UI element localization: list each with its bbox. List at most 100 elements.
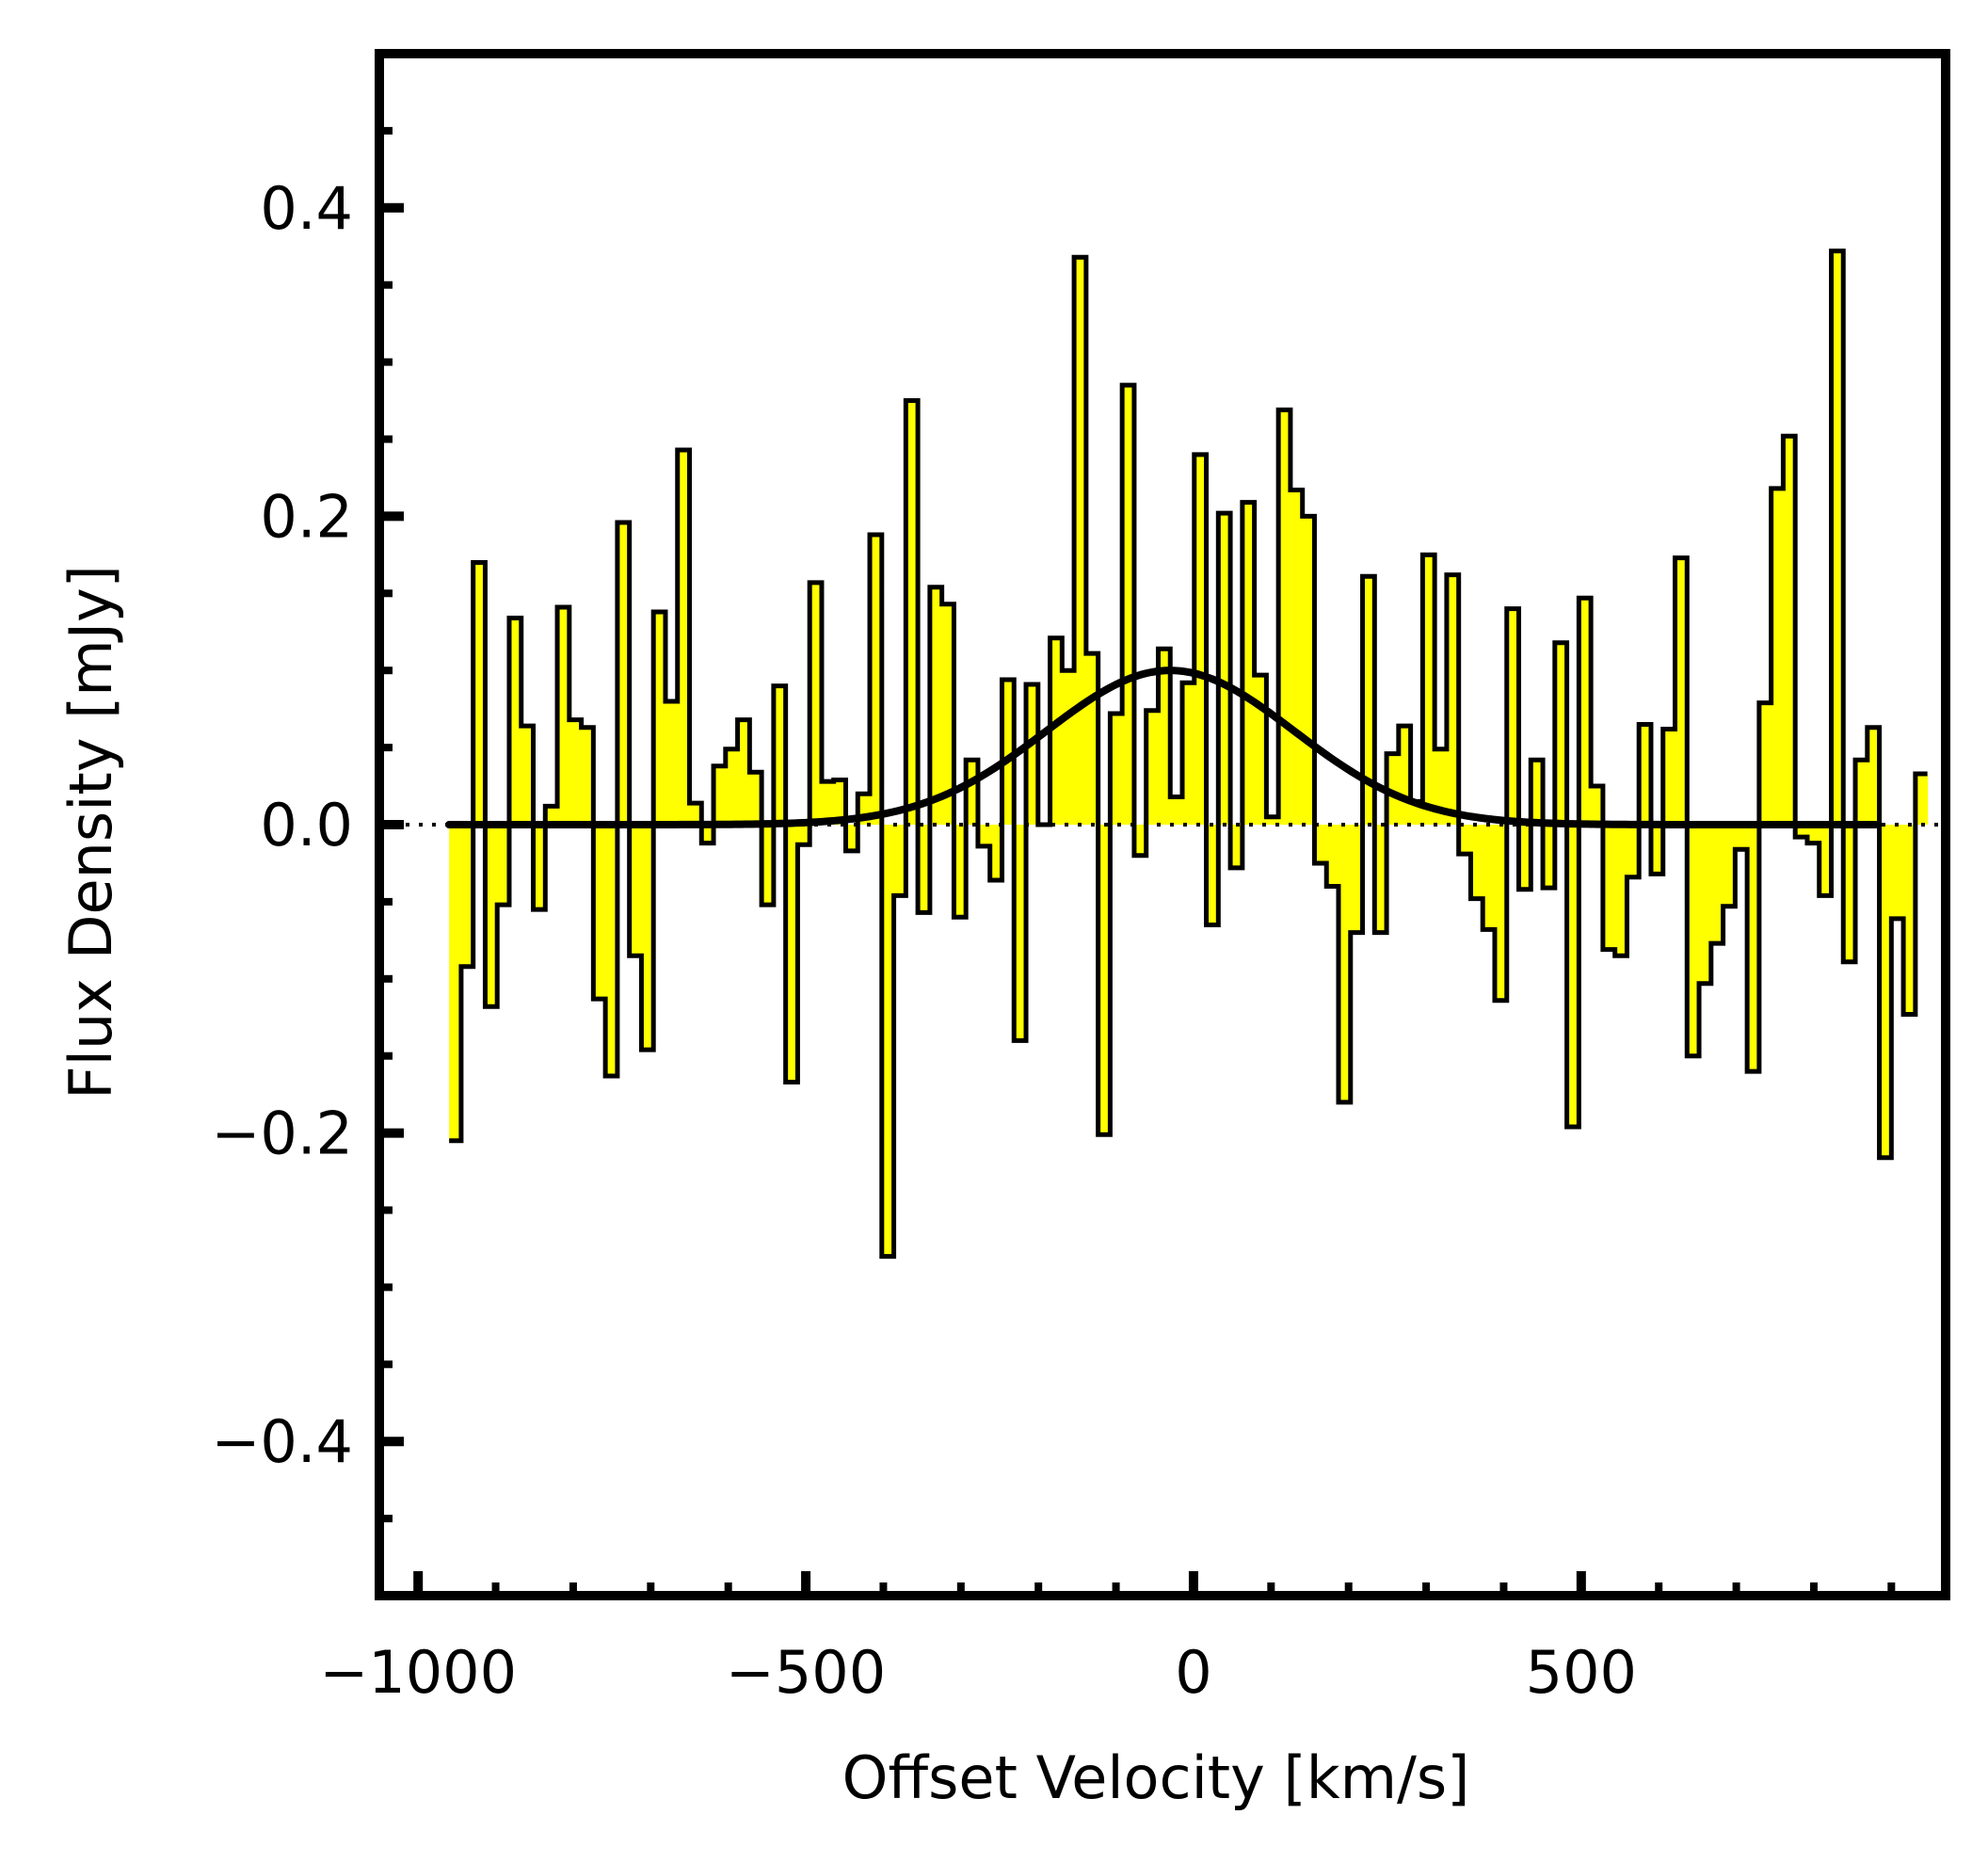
flux-bar [1074,257,1087,826]
flux-bar [833,779,847,825]
flux-bar [821,781,835,825]
flux-bar [870,535,883,825]
flux-bar [1122,385,1135,825]
flux-bar [497,825,510,906]
flux-bar [641,825,654,1051]
flux-bar [1627,825,1640,877]
flux-bar [1446,574,1460,825]
flux-bar [810,582,823,825]
gaussian-fit-layer [445,667,1880,828]
flux-bar [1062,670,1075,825]
flux-bar [906,400,919,825]
flux-bar [1662,729,1676,825]
flux-bar [701,825,714,843]
histogram-step-layer [449,249,1928,1260]
flux-bar [1903,825,1916,1015]
flux-bar [581,727,594,825]
flux-bar [1374,825,1387,933]
y-tick-label: 0.4 [260,174,353,243]
flux-bar [1675,557,1688,825]
x-axis-title: Offset Velocity [km/s] [842,1743,1470,1812]
flux-bar [653,611,666,825]
flux-bar [989,825,1003,880]
flux-bar [1783,436,1796,825]
flux-bar [545,806,558,825]
flux-bar [605,825,618,1076]
flux-bar [1194,454,1208,825]
flux-bar [1170,796,1183,825]
flux-bar [1230,825,1243,868]
flux-bar [1855,760,1868,825]
flux-bar [1591,786,1604,825]
flux-bar [1819,825,1833,896]
flux-bar [1650,825,1664,875]
flux-bar [1014,825,1027,1041]
flux-bar [773,685,787,825]
flux-bar [1566,825,1579,1128]
flux-bar [1699,825,1712,984]
flux-bar [1771,488,1785,825]
y-axis-title: Flux Density [mJy] [56,565,125,1100]
flux-bar [508,618,522,825]
flux-bar [557,607,570,825]
flux-bar [1506,608,1520,825]
flux-bar [1242,502,1256,825]
flux-bar [593,825,606,1000]
flux-bar [977,825,991,846]
flux-bar [737,719,750,825]
flux-bar [1602,825,1616,950]
flux-bar [1518,825,1531,890]
flux-bar [713,765,727,825]
x-tick-label: −1000 [319,1638,517,1707]
flux-bar [473,562,487,825]
flux-bar [1639,724,1652,825]
flux-bar [1483,825,1496,930]
plot-frame [375,49,1950,1600]
flux-bar [954,825,967,918]
tick-labels-layer: −1000 −500 0 500 −0.4 −0.2 0.0 0.2 0.4 [211,174,1637,1707]
flux-bar [1554,642,1568,825]
flux-bar [1098,825,1111,1135]
flux-bar [1266,816,1279,825]
flux-bar [1422,554,1435,825]
flux-bar [1758,702,1772,825]
x-tick-label: 0 [1175,1638,1211,1707]
flux-bar [1831,250,1844,825]
flux-bar [1290,490,1304,825]
flux-bar [941,603,955,825]
flux-bar [1806,825,1820,843]
x-tick-label: −500 [726,1638,886,1707]
flux-bar [1915,773,1929,825]
flux-bar [1146,710,1160,825]
y-tick-label: −0.2 [211,1100,353,1168]
flux-bar [533,825,546,910]
flux-bar [893,825,906,896]
flux-bar [1350,825,1364,933]
flux-bar [797,825,810,845]
flux-bar [569,719,583,825]
flux-bar [725,748,739,825]
flux-bar [1494,825,1508,1001]
flux-bar [1867,727,1881,825]
flux-bar [1182,683,1195,825]
flux-bar [1747,825,1760,1072]
flux-bar [521,726,535,825]
flux-bar [449,825,462,1141]
flux-bar [881,825,895,1257]
flux-bar [677,449,691,825]
flux-bar [749,772,762,825]
flux-bar [1579,598,1592,825]
flux-bar [1891,825,1904,919]
flux-bar [1614,825,1628,956]
flux-bar [1458,825,1472,855]
flux-bar [1543,825,1556,889]
flux-bar [1338,825,1352,1102]
flux-bar [1158,649,1171,825]
flux-bar [1218,513,1231,825]
flux-bar [665,700,679,825]
flux-bar [1002,680,1015,825]
flux-bar [1133,825,1147,856]
flux-bar [1206,825,1219,925]
flux-bar [785,825,799,1083]
